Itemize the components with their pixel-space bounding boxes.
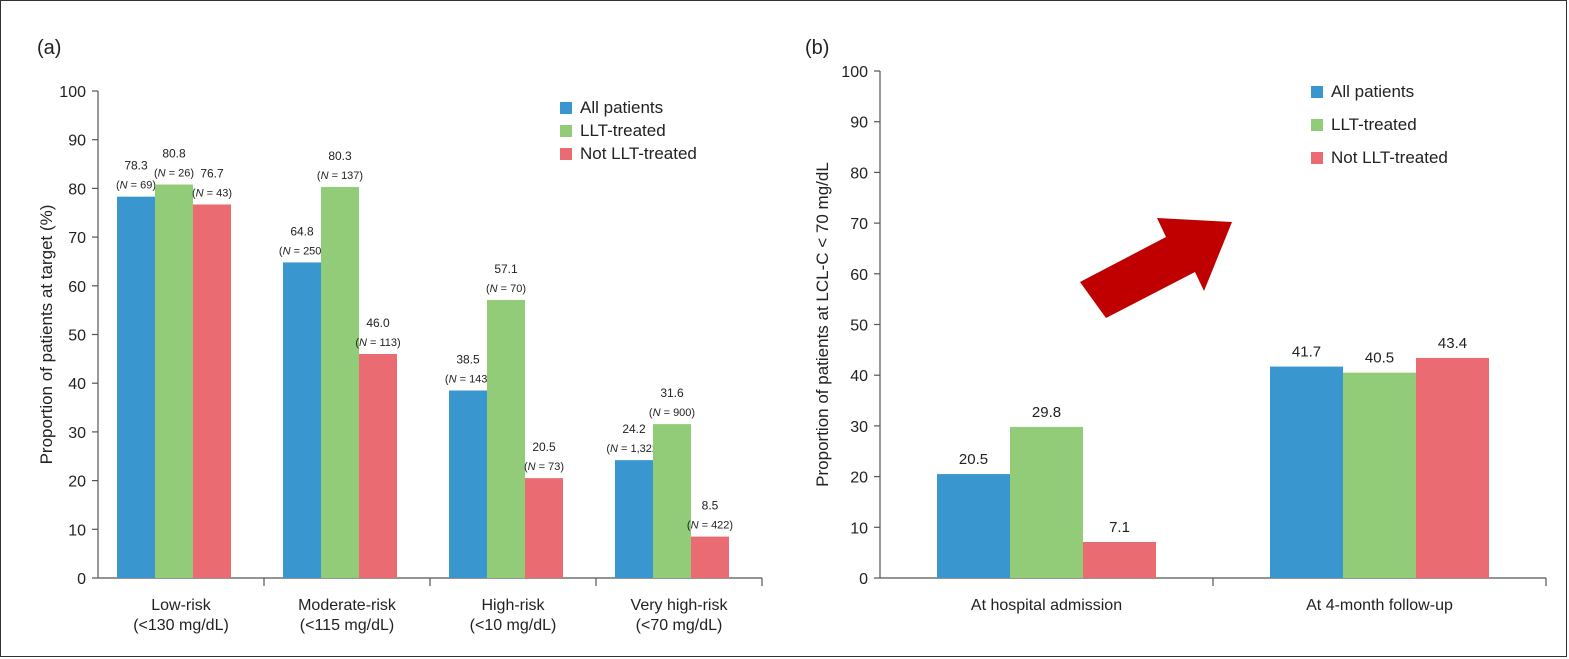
bar bbox=[615, 460, 653, 578]
data-label: 38.5 bbox=[456, 353, 480, 367]
x-tick-label: At hospital admission bbox=[971, 597, 1122, 614]
y-axis-label: Proportion of patients at target (%) bbox=[37, 205, 56, 465]
y-tick-label: 80 bbox=[68, 181, 86, 198]
data-label: 29.8 bbox=[1032, 404, 1061, 421]
y-tick-label: 30 bbox=[68, 425, 86, 442]
bar bbox=[1010, 426, 1083, 578]
x-tick-label: Very high-risk bbox=[631, 597, 729, 614]
bar bbox=[653, 424, 691, 578]
data-label: 31.6 bbox=[660, 386, 684, 400]
n-label: (N = 143) bbox=[445, 374, 491, 386]
y-tick-label: 90 bbox=[850, 115, 868, 132]
x-tick-label: (<70 mg/dL) bbox=[636, 617, 723, 634]
legend-label: LLT-treated bbox=[580, 121, 666, 140]
data-label: 7.1 bbox=[1109, 519, 1130, 536]
y-tick-label: 100 bbox=[841, 64, 868, 81]
data-label: 41.7 bbox=[1292, 344, 1321, 361]
panel-label: (b) bbox=[805, 37, 829, 59]
y-tick-label: 10 bbox=[850, 520, 868, 537]
n-label: (N = 1,322) bbox=[606, 443, 661, 455]
legend-label: LLT-treated bbox=[1331, 115, 1417, 134]
y-tick-label: 50 bbox=[850, 318, 868, 335]
y-tick-label: 30 bbox=[850, 419, 868, 436]
bar bbox=[1343, 372, 1416, 578]
n-label: (N = 73) bbox=[524, 461, 564, 473]
legend-swatch bbox=[1311, 86, 1323, 98]
x-tick-label: (<130 mg/dL) bbox=[133, 617, 229, 634]
x-tick-label: (<10 mg/dL) bbox=[470, 617, 557, 634]
data-label: 80.8 bbox=[162, 147, 186, 161]
n-label: (N = 113) bbox=[355, 337, 400, 349]
bar bbox=[449, 390, 487, 578]
n-label: (N = 137) bbox=[317, 170, 363, 182]
y-tick-label: 60 bbox=[850, 267, 868, 284]
data-label: 64.8 bbox=[290, 224, 314, 238]
bar bbox=[117, 196, 155, 578]
x-tick-label: High-risk bbox=[481, 597, 545, 614]
legend-label: Not LLT-treated bbox=[1331, 148, 1448, 167]
data-label: 40.5 bbox=[1365, 350, 1394, 367]
n-label: (N = 69) bbox=[116, 180, 156, 192]
x-tick-label: At 4-month follow-up bbox=[1306, 597, 1453, 614]
data-label: 20.5 bbox=[532, 440, 556, 454]
y-tick-label: 60 bbox=[68, 279, 86, 296]
panel-label: (a) bbox=[37, 37, 61, 59]
legend-swatch bbox=[1311, 119, 1323, 131]
y-tick-label: 80 bbox=[850, 165, 868, 182]
n-label: (N = 250) bbox=[279, 245, 325, 257]
bar bbox=[937, 474, 1010, 578]
x-tick-label: Moderate-risk bbox=[298, 597, 397, 614]
y-tick-label: 90 bbox=[68, 133, 86, 150]
n-label: (N = 70) bbox=[486, 283, 526, 295]
y-tick-label: 40 bbox=[68, 376, 86, 393]
bar bbox=[1083, 542, 1156, 578]
y-tick-label: 0 bbox=[77, 571, 86, 588]
legend-swatch bbox=[1311, 152, 1323, 164]
y-tick-label: 70 bbox=[850, 216, 868, 233]
n-label: (N = 422) bbox=[687, 520, 733, 532]
x-tick-label: (<115 mg/dL) bbox=[300, 617, 394, 634]
data-label: 20.5 bbox=[959, 451, 988, 468]
data-label: 24.2 bbox=[622, 422, 646, 436]
data-label: 46.0 bbox=[366, 316, 390, 330]
n-label: (N = 43) bbox=[192, 187, 232, 199]
legend-label: All patients bbox=[1331, 82, 1414, 101]
legend-label: All patients bbox=[580, 98, 663, 117]
data-label: 8.5 bbox=[702, 499, 719, 513]
bar bbox=[691, 536, 729, 578]
legend-swatch bbox=[560, 148, 572, 160]
bar bbox=[193, 204, 231, 578]
red-arrow-icon bbox=[1080, 218, 1232, 318]
bar bbox=[1270, 366, 1343, 578]
data-label: 80.3 bbox=[328, 149, 352, 163]
y-tick-label: 50 bbox=[68, 328, 86, 345]
n-label: (N = 26) bbox=[154, 168, 194, 180]
data-label: 57.1 bbox=[494, 262, 518, 276]
bar bbox=[321, 186, 359, 578]
n-label: (N = 900) bbox=[649, 407, 695, 419]
y-tick-label: 20 bbox=[850, 470, 868, 487]
y-tick-label: 100 bbox=[59, 84, 86, 101]
legend-swatch bbox=[560, 102, 572, 114]
bar bbox=[155, 184, 193, 578]
y-tick-label: 20 bbox=[68, 474, 86, 491]
y-tick-label: 40 bbox=[850, 368, 868, 385]
bar bbox=[487, 299, 525, 578]
x-tick-label: Low-risk bbox=[151, 597, 212, 614]
y-axis-label: Proportion of patients at LCL-C < 70 mg/… bbox=[813, 162, 832, 487]
legend-swatch bbox=[560, 125, 572, 137]
y-tick-label: 0 bbox=[859, 571, 868, 588]
data-label: 78.3 bbox=[124, 159, 148, 173]
bar bbox=[359, 353, 397, 578]
bar bbox=[525, 478, 563, 578]
y-tick-label: 70 bbox=[68, 230, 86, 247]
y-tick-label: 10 bbox=[68, 522, 86, 539]
bar bbox=[1416, 357, 1489, 578]
data-label: 43.4 bbox=[1438, 335, 1467, 352]
legend-label: Not LLT-treated bbox=[580, 144, 697, 163]
data-label: 76.7 bbox=[200, 166, 224, 180]
bar bbox=[283, 262, 321, 578]
